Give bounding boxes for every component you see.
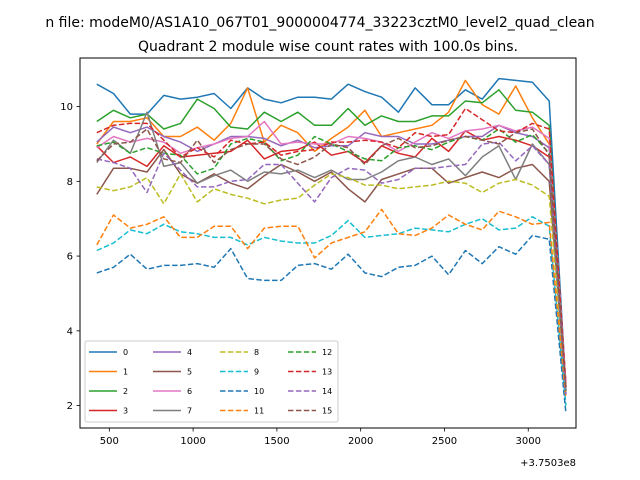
x-tick-label: 2500 <box>432 436 457 447</box>
series-line-11 <box>96 208 567 399</box>
series-line-2 <box>96 89 567 391</box>
legend-label-10: 10 <box>254 387 264 396</box>
y-tick-label: 2 <box>67 401 73 412</box>
y-tick-label: 6 <box>67 252 73 263</box>
y-tick-label: 4 <box>67 326 73 337</box>
legend-label-6: 6 <box>187 387 192 396</box>
x-tick-label: 2000 <box>348 436 373 447</box>
legend-label-4: 4 <box>187 348 192 357</box>
series-line-10 <box>96 234 567 414</box>
axes-frame <box>79 57 577 429</box>
series-line-9 <box>96 216 567 406</box>
series-line-0 <box>96 77 567 387</box>
series-line-12 <box>96 128 567 391</box>
y-axis: 2 4 6 8 10 <box>60 102 80 412</box>
x-axis: 500 1000 1500 2000 2500 3000 <box>100 428 541 447</box>
series-line-3 <box>96 130 567 387</box>
legend-label-12: 12 <box>322 348 332 357</box>
x-tick-label: 1500 <box>264 436 289 447</box>
x-axis-offset-label: +3.7503e8 <box>520 458 576 469</box>
x-tick-label: 500 <box>100 436 119 447</box>
x-tick-label: 1000 <box>180 436 205 447</box>
legend-label-11: 11 <box>254 407 264 416</box>
legend-frame <box>84 340 339 423</box>
series-line-13 <box>96 107 567 387</box>
y-tick-label: 10 <box>60 102 73 113</box>
series-line-14 <box>96 141 567 395</box>
legend-label-2: 2 <box>123 387 128 396</box>
series-line-5 <box>96 148 567 395</box>
plot-area <box>96 77 567 414</box>
legend-label-13: 13 <box>322 368 332 377</box>
legend-label-7: 7 <box>187 407 192 416</box>
legend-label-3: 3 <box>123 407 128 416</box>
legend-label-9: 9 <box>254 368 259 377</box>
figure-suptitle: n file: modeM0/AS1A10_067T01_9000004774_… <box>45 15 594 31</box>
legend-label-5: 5 <box>187 368 192 377</box>
legend-label-1: 1 <box>123 368 128 377</box>
y-tick-label: 8 <box>67 177 73 188</box>
series-line-15 <box>96 128 567 391</box>
series-line-8 <box>96 173 567 395</box>
legend-label-8: 8 <box>254 348 259 357</box>
series-line-4 <box>96 124 567 384</box>
x-tick-label: 3000 <box>516 436 541 447</box>
legend-label-14: 14 <box>322 387 332 396</box>
legend-label-15: 15 <box>322 407 332 416</box>
series-line-1 <box>96 79 567 384</box>
chart-title: Quadrant 2 module wise count rates with … <box>138 39 518 55</box>
legend-label-0: 0 <box>123 348 128 357</box>
